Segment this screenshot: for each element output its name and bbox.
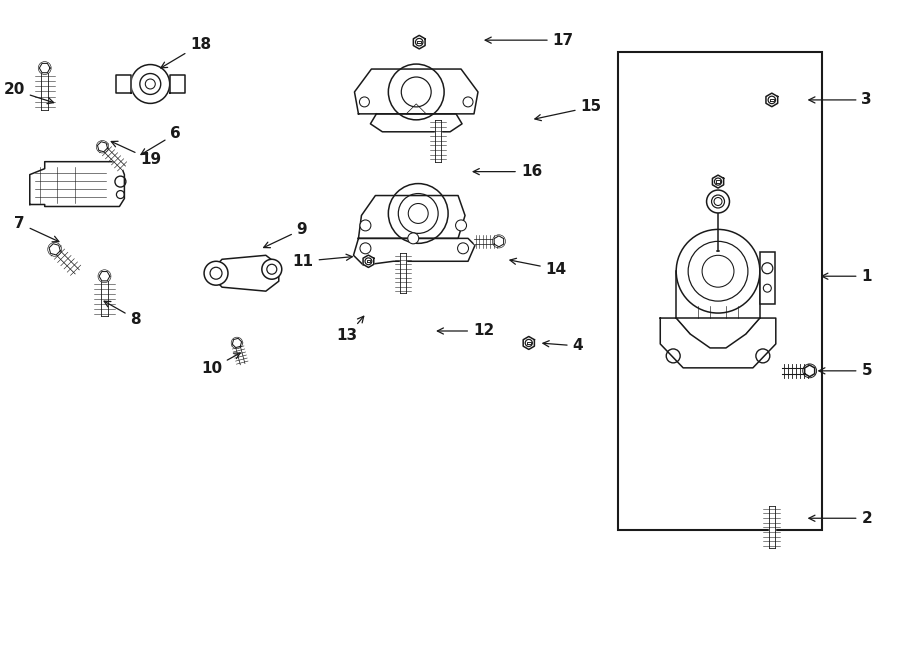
Bar [436, 120, 441, 162]
Circle shape [360, 220, 371, 231]
Bar [101, 281, 108, 316]
Text: 20: 20 [4, 83, 54, 104]
Circle shape [130, 65, 170, 103]
Text: 5: 5 [819, 364, 872, 378]
Text: 16: 16 [473, 164, 542, 179]
Text: 9: 9 [264, 222, 307, 248]
Polygon shape [99, 272, 110, 281]
Circle shape [388, 184, 448, 243]
Polygon shape [413, 36, 425, 49]
Polygon shape [232, 338, 241, 348]
Bar [400, 253, 406, 293]
Text: 14: 14 [510, 258, 567, 277]
Polygon shape [52, 247, 79, 274]
Polygon shape [371, 114, 462, 132]
Polygon shape [209, 255, 279, 291]
Text: 19: 19 [112, 141, 161, 167]
Text: 1: 1 [822, 269, 872, 284]
Polygon shape [235, 342, 245, 365]
Circle shape [676, 229, 760, 313]
Circle shape [262, 259, 282, 279]
Circle shape [360, 243, 371, 254]
Bar [618, 52, 822, 530]
Circle shape [204, 261, 228, 285]
Polygon shape [782, 368, 810, 373]
Polygon shape [97, 141, 107, 152]
Text: 3: 3 [809, 93, 872, 108]
Text: 6: 6 [141, 126, 181, 155]
Polygon shape [474, 239, 499, 244]
Text: 4: 4 [543, 338, 583, 354]
Bar [41, 73, 49, 110]
Text: 10: 10 [201, 353, 240, 376]
Polygon shape [170, 75, 184, 93]
Polygon shape [40, 63, 50, 73]
Text: 11: 11 [292, 254, 352, 269]
Bar [676, 271, 760, 318]
Polygon shape [713, 175, 724, 188]
Circle shape [408, 233, 418, 244]
Polygon shape [363, 255, 374, 268]
Polygon shape [494, 236, 504, 247]
Circle shape [457, 243, 469, 254]
Polygon shape [766, 93, 778, 106]
Text: 8: 8 [104, 301, 141, 327]
Polygon shape [358, 196, 465, 239]
Text: 13: 13 [337, 316, 364, 344]
Polygon shape [355, 69, 478, 114]
Text: 12: 12 [437, 323, 494, 338]
Polygon shape [354, 239, 475, 265]
Polygon shape [50, 244, 60, 255]
Text: 18: 18 [161, 36, 212, 68]
Circle shape [706, 190, 730, 213]
Polygon shape [523, 336, 535, 350]
Bar [760, 253, 775, 304]
Bar [769, 506, 775, 548]
Polygon shape [661, 318, 776, 368]
Polygon shape [30, 162, 124, 206]
Polygon shape [101, 145, 125, 170]
Polygon shape [116, 75, 130, 93]
Polygon shape [805, 365, 814, 377]
Text: 15: 15 [535, 99, 602, 121]
Text: 2: 2 [809, 511, 872, 525]
Text: 7: 7 [14, 216, 58, 242]
Text: 17: 17 [485, 32, 574, 48]
Circle shape [455, 220, 466, 231]
